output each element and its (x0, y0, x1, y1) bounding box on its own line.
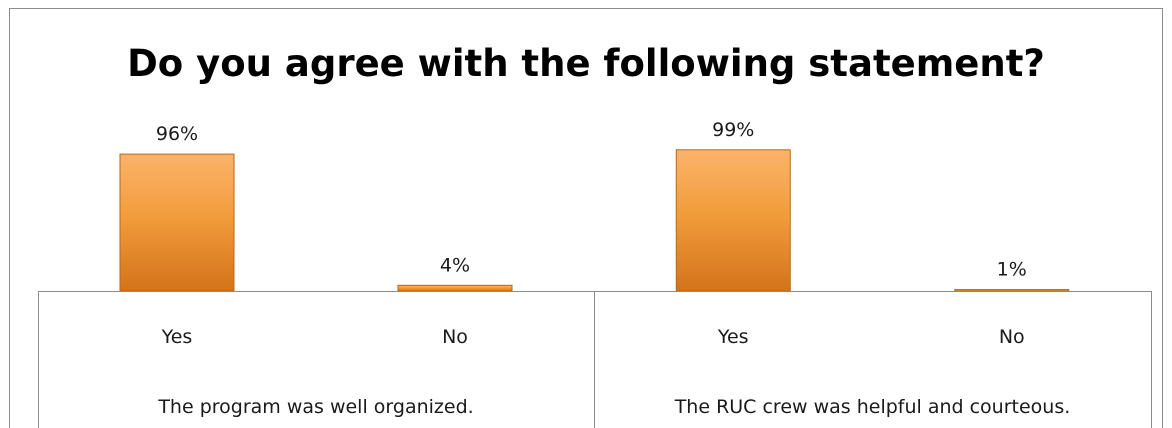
data-label-2-no: 1% (997, 259, 1027, 281)
bar-1-no (397, 284, 513, 292)
tick-label-2-no: No (999, 326, 1025, 348)
data-label-1-no: 4% (440, 254, 470, 276)
bar-2-yes (675, 149, 791, 292)
group-label-1: The program was well organized. (157, 396, 473, 418)
data-label-1-yes: 96% (156, 123, 198, 145)
group-label-2: The RUC crew was helpful and courteous. (674, 396, 1071, 418)
tick-label-2-yes: Yes (717, 326, 749, 348)
tick-label-1-yes: Yes (161, 326, 193, 348)
data-label-2-yes: 99% (712, 119, 754, 141)
bar-1-yes (119, 153, 235, 292)
tick-label-1-no: No (442, 326, 468, 348)
chart-title: Do you agree with the following statemen… (127, 42, 1045, 85)
bar-2-no (954, 289, 1070, 292)
